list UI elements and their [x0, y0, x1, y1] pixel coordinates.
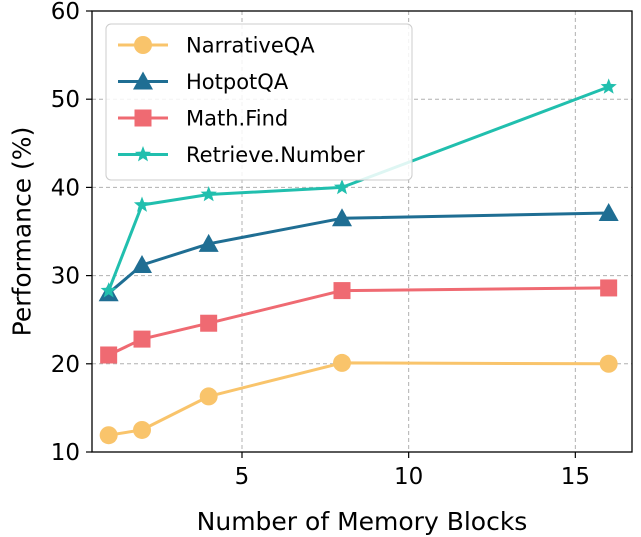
y-tick-label: 40 [51, 175, 80, 201]
series-group [100, 78, 617, 298]
y-tick-label: 60 [51, 0, 80, 25]
legend: NarrativeQA HotpotQA Math.Find Retrieve.Num… [105, 23, 413, 181]
data-point [333, 353, 351, 372]
data-point [333, 178, 351, 195]
y-tick-label: 50 [51, 87, 80, 113]
data-point [333, 282, 351, 300]
data-point [100, 346, 118, 364]
y-tick-label: 20 [51, 352, 80, 378]
legend-marker [134, 146, 152, 162]
data-point [198, 233, 219, 252]
legend-marker [134, 36, 152, 54]
legend-item: Math.Find [118, 107, 288, 131]
data-point [200, 186, 217, 202]
legend-item: HotpotQA [118, 70, 289, 94]
x-tick-label: 5 [235, 464, 250, 490]
data-point [100, 282, 117, 298]
data-point [600, 279, 618, 297]
data-point [99, 426, 118, 445]
data-point [600, 78, 617, 94]
series-layer [98, 78, 619, 445]
y-axis-label: Performance (%) [8, 127, 37, 337]
y-tick-label: 30 [51, 264, 80, 290]
tick-layer: 5 10 15 10 20 30 40 50 60 [51, 0, 590, 490]
series-line [108, 286, 609, 357]
data-point [599, 354, 618, 373]
legend-label: Math.Find [186, 107, 288, 131]
data-point [332, 208, 352, 227]
series-group [99, 353, 618, 445]
legend-item: NarrativeQA [118, 34, 315, 58]
legend-label: HotpotQA [186, 70, 289, 94]
legend-label: NarrativeQA [186, 34, 315, 58]
plot-frame [91, 10, 633, 453]
series-group [98, 202, 619, 302]
data-point [598, 202, 619, 221]
series-line [107, 211, 609, 295]
data-point [133, 196, 151, 212]
legend-marker [133, 71, 153, 90]
legend-label: Retrieve.Number [186, 143, 365, 167]
legend-box [105, 23, 413, 181]
y-tick-label: 10 [51, 440, 80, 466]
data-point [132, 255, 152, 274]
data-point [200, 314, 218, 332]
series-group [100, 279, 618, 364]
x-tick-label: 15 [561, 464, 590, 490]
legend-item: Retrieve.Number [118, 143, 365, 167]
data-point [133, 330, 151, 348]
data-point [133, 420, 151, 439]
data-point [199, 387, 218, 406]
x-tick-label: 10 [394, 464, 423, 490]
series-line [108, 361, 609, 437]
x-axis-label: Number of Memory Blocks [197, 507, 528, 536]
legend-marker [134, 109, 152, 127]
